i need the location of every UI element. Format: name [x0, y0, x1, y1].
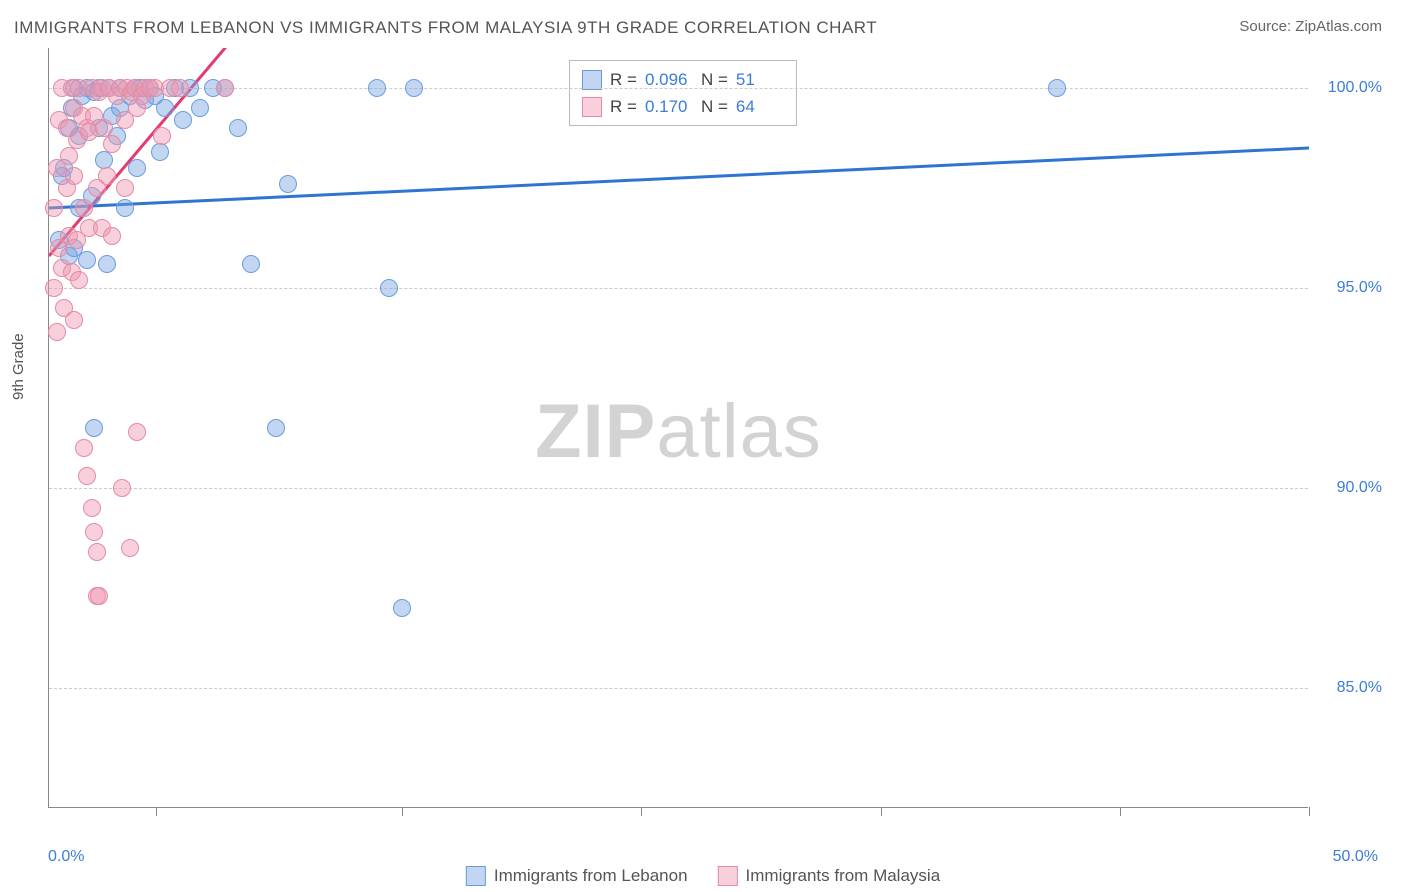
data-point — [85, 523, 103, 541]
data-point — [78, 251, 96, 269]
n-value-lebanon: 51 — [736, 66, 784, 93]
data-point — [1048, 79, 1066, 97]
chart-container: IMMIGRANTS FROM LEBANON VS IMMIGRANTS FR… — [0, 0, 1406, 892]
data-point — [171, 79, 189, 97]
data-point — [279, 175, 297, 193]
gridline-h — [49, 688, 1308, 689]
watermark-bold: ZIP — [535, 389, 656, 474]
x-tick — [1309, 807, 1310, 816]
watermark: ZIPatlas — [535, 388, 822, 475]
y-tick-label: 95.0% — [1318, 279, 1382, 297]
data-point — [116, 199, 134, 217]
legend-item-lebanon: Immigrants from Lebanon — [466, 866, 688, 886]
data-point — [405, 79, 423, 97]
data-point — [113, 479, 131, 497]
series-legend: Immigrants from Lebanon Immigrants from … — [466, 866, 940, 886]
n-value-malaysia: 64 — [736, 93, 784, 120]
data-point — [151, 143, 169, 161]
data-point — [267, 419, 285, 437]
r-label: R = — [610, 66, 637, 93]
data-point — [88, 543, 106, 561]
data-point — [83, 499, 101, 517]
data-point — [380, 279, 398, 297]
legend-label-lebanon: Immigrants from Lebanon — [494, 866, 688, 886]
y-tick-label: 90.0% — [1318, 479, 1382, 497]
y-tick-label: 85.0% — [1318, 679, 1382, 697]
swatch-malaysia — [582, 97, 602, 117]
chart-title: IMMIGRANTS FROM LEBANON VS IMMIGRANTS FR… — [14, 18, 877, 38]
data-point — [98, 167, 116, 185]
data-point — [75, 439, 93, 457]
x-tick — [641, 807, 642, 816]
data-point — [103, 135, 121, 153]
data-point — [128, 159, 146, 177]
data-point — [98, 255, 116, 273]
x-tick — [1120, 807, 1121, 816]
legend-label-malaysia: Immigrants from Malaysia — [746, 866, 941, 886]
data-point — [116, 179, 134, 197]
n-label: N = — [701, 66, 728, 93]
data-point — [121, 539, 139, 557]
data-point — [229, 119, 247, 137]
data-point — [85, 419, 103, 437]
r-value-malaysia: 0.170 — [645, 93, 693, 120]
trend-lines-layer — [49, 48, 1309, 808]
data-point — [70, 271, 88, 289]
legend-row-lebanon: R = 0.096 N = 51 — [582, 66, 784, 93]
data-point — [90, 587, 108, 605]
data-point — [60, 147, 78, 165]
y-axis-label: 9th Grade — [10, 333, 27, 400]
swatch-lebanon — [582, 70, 602, 90]
data-point — [174, 111, 192, 129]
data-point — [45, 279, 63, 297]
correlation-legend: R = 0.096 N = 51 R = 0.170 N = 64 — [569, 60, 797, 126]
data-point — [216, 79, 234, 97]
watermark-light: atlas — [656, 389, 822, 474]
data-point — [48, 323, 66, 341]
data-point — [75, 199, 93, 217]
data-point — [242, 255, 260, 273]
data-point — [103, 227, 121, 245]
legend-item-malaysia: Immigrants from Malaysia — [718, 866, 941, 886]
data-point — [153, 127, 171, 145]
plot-area: ZIPatlas R = 0.096 N = 51 R = 0.170 N = … — [48, 48, 1308, 808]
r-label: R = — [610, 93, 637, 120]
x-tick — [881, 807, 882, 816]
source-label: Source: — [1239, 18, 1295, 35]
data-point — [128, 423, 146, 441]
n-label: N = — [701, 93, 728, 120]
swatch-malaysia-icon — [718, 866, 738, 886]
gridline-h — [49, 88, 1308, 89]
gridline-h — [49, 488, 1308, 489]
data-point — [65, 167, 83, 185]
r-value-lebanon: 0.096 — [645, 66, 693, 93]
data-point — [45, 199, 63, 217]
source-attribution: Source: ZipAtlas.com — [1239, 18, 1382, 35]
gridline-h — [49, 288, 1308, 289]
swatch-lebanon-icon — [466, 866, 486, 886]
x-start-label: 0.0% — [48, 848, 84, 866]
y-tick-label: 100.0% — [1318, 79, 1382, 97]
data-point — [156, 99, 174, 117]
data-point — [65, 311, 83, 329]
data-point — [78, 467, 96, 485]
x-tick — [402, 807, 403, 816]
x-tick — [156, 807, 157, 816]
legend-row-malaysia: R = 0.170 N = 64 — [582, 93, 784, 120]
source-name: ZipAtlas.com — [1295, 18, 1382, 35]
x-end-label: 50.0% — [1333, 848, 1378, 866]
data-point — [368, 79, 386, 97]
data-point — [393, 599, 411, 617]
data-point — [191, 99, 209, 117]
